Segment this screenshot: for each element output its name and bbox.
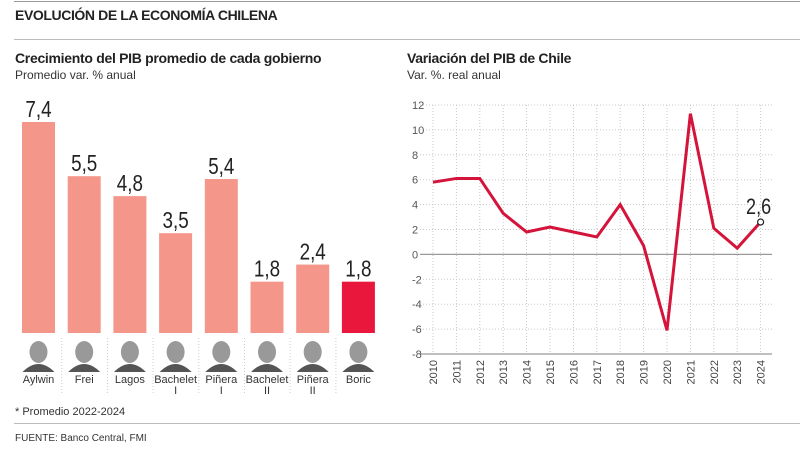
title-rule <box>14 39 800 40</box>
portrait-head <box>212 341 231 363</box>
top-rule <box>14 1 800 2</box>
x-tick-label: 2017 <box>592 360 604 384</box>
bar-value-label: 5,5 <box>71 151 97 176</box>
portrait-head <box>29 341 48 363</box>
x-tick-label: 2022 <box>709 360 721 384</box>
portrait-shoulders <box>159 364 192 372</box>
line-chart: 12 10 8 6 4 2 0 -2 -4 -6 -8 2010 2011 2012 2013 2014 201… <box>412 100 772 384</box>
portrait-shoulders <box>113 364 146 372</box>
bar-chart-subtitle: Promedio var. % anual <box>15 68 136 82</box>
bar-lagos <box>113 196 147 333</box>
y-tick-label: 4 <box>412 200 418 212</box>
y-tick-label: -2 <box>412 274 422 286</box>
category-label: Aylwin <box>23 374 55 386</box>
portrait-shoulders <box>205 364 238 372</box>
category-label: Frei <box>75 374 94 386</box>
portrait-5 <box>251 341 283 372</box>
y-tick-label: 0 <box>412 249 418 261</box>
portrait-head <box>258 341 276 363</box>
portrait-4 <box>205 341 238 372</box>
bar-bachelet-ii <box>250 281 284 333</box>
category-label: Piñera <box>297 374 330 386</box>
portrait-head <box>349 341 368 363</box>
line-chart-title: Variación del PIB de Chile <box>407 50 572 66</box>
x-tick-label: 2018 <box>615 360 627 384</box>
category-label: II <box>264 385 270 397</box>
portrait-shoulders <box>251 364 283 372</box>
category-label: Bachelet <box>246 374 289 386</box>
bar-value-label: 2,4 <box>300 240 326 265</box>
y-tick-label: -8 <box>412 349 422 361</box>
category-label: Boric <box>346 374 372 386</box>
bar-frei <box>67 176 101 333</box>
bar-chart: 7,4Aylwin5,5Frei4,8Lagos3,5BacheletI5,4P… <box>22 97 375 397</box>
bar-value-label: 1,8 <box>254 257 280 282</box>
portrait-head <box>166 341 185 363</box>
x-tick-label: 2010 <box>428 360 440 384</box>
portrait-1 <box>68 341 101 372</box>
bar-value-label: 5,4 <box>208 154 234 179</box>
bar-value-label: 3,5 <box>162 209 188 234</box>
portrait-2 <box>113 341 146 372</box>
endpoint-marker <box>757 218 765 226</box>
bar-chart-title: Crecimiento del PIB promedio de cada gob… <box>15 50 322 66</box>
y-tick-label: 8 <box>412 150 418 162</box>
bar-piñera-ii <box>296 264 330 333</box>
category-label: I <box>174 385 177 397</box>
bar-bachelet-i <box>159 233 193 333</box>
bar-boric <box>341 281 375 333</box>
x-tick-label: 2015 <box>545 360 557 384</box>
category-label: I <box>220 385 223 397</box>
line-chart-subtitle: Var. %. real anual <box>407 68 501 82</box>
category-label: Piñera <box>205 374 238 386</box>
portrait-3 <box>159 341 192 372</box>
portrait-0 <box>22 341 55 372</box>
y-tick-label: 6 <box>412 175 418 187</box>
y-tick-label: 12 <box>412 100 424 112</box>
x-tick-label: 2016 <box>568 360 580 384</box>
portrait-shoulders <box>296 364 329 372</box>
x-tick-label: 2023 <box>732 360 744 384</box>
portrait-head <box>120 341 139 363</box>
x-tick-label: 2019 <box>639 360 651 384</box>
category-label: Bachelet <box>154 374 197 386</box>
portrait-head <box>303 341 322 363</box>
category-label: II <box>310 385 316 397</box>
annotation-label: 2,6 <box>746 195 771 219</box>
x-tick-label: 2013 <box>498 360 510 384</box>
portrait-shoulders <box>68 364 101 372</box>
y-tick-label: 2 <box>412 225 418 237</box>
portrait-7 <box>342 341 375 372</box>
portrait-6 <box>296 341 329 372</box>
source-note: FUENTE: Banco Central, FMI <box>15 433 147 444</box>
bar-value-label: 1,8 <box>345 257 371 282</box>
bar-piñera-i <box>204 179 238 333</box>
bar-value-label: 4,8 <box>117 171 143 196</box>
footnote: * Promedio 2022-2024 <box>15 406 126 418</box>
y-tick-label: -4 <box>412 299 422 311</box>
portrait-shoulders <box>22 364 55 372</box>
portrait-head <box>75 341 94 363</box>
x-tick-label: 2014 <box>522 360 534 384</box>
footer-rule <box>14 423 800 424</box>
y-tick-label: 10 <box>412 125 424 137</box>
x-tick-label: 2020 <box>662 360 674 384</box>
bar-value-label: 7,4 <box>25 97 51 122</box>
portrait-shoulders <box>342 364 375 372</box>
page-title: EVOLUCIÓN DE LA ECONOMÍA CHILENA <box>15 7 278 23</box>
x-tick-label: 2012 <box>475 360 487 384</box>
category-label: Lagos <box>115 374 145 386</box>
y-tick-label: -6 <box>412 324 422 336</box>
x-tick-label: 2011 <box>451 360 463 384</box>
x-tick-label: 2024 <box>756 360 768 384</box>
x-tick-label: 2021 <box>685 360 697 384</box>
bar-aylwin <box>22 122 55 333</box>
series-line-pib <box>432 113 762 331</box>
